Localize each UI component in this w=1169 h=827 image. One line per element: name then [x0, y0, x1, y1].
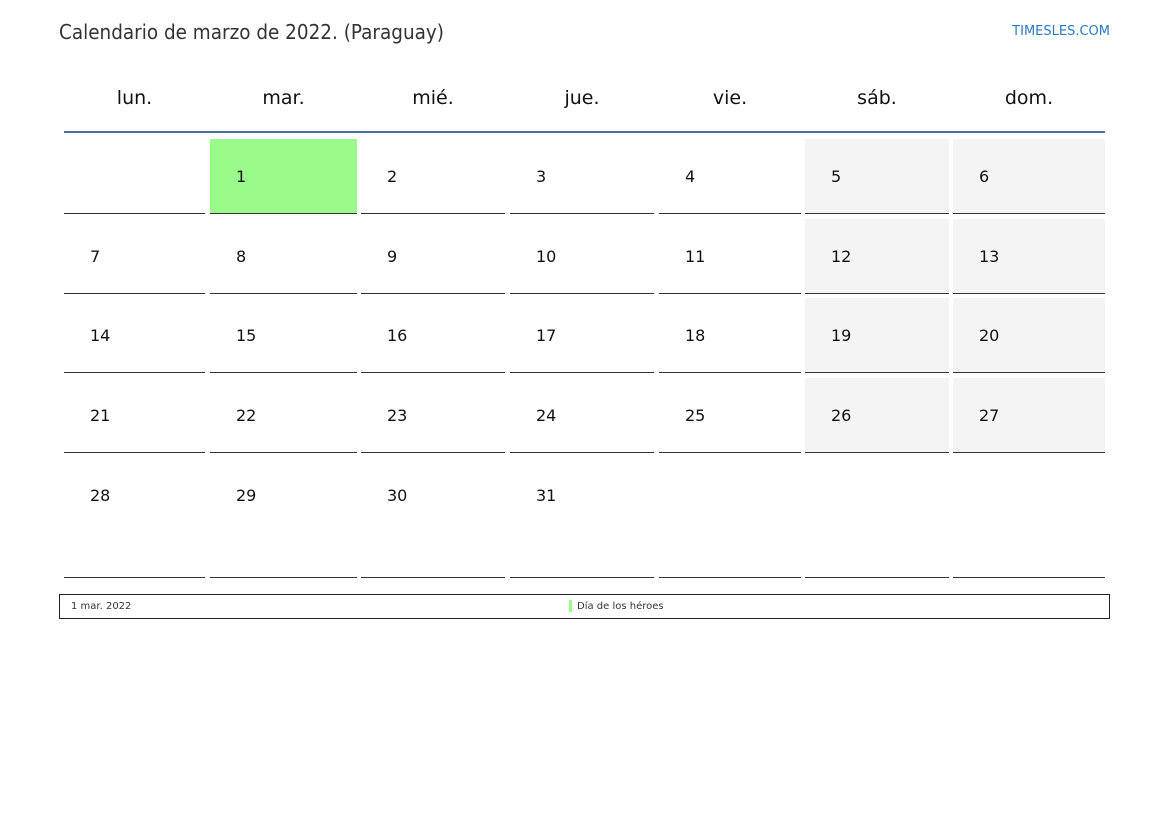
- day-cell: 18: [659, 298, 801, 373]
- day-number: 18: [685, 326, 706, 345]
- day-number: 7: [90, 247, 101, 266]
- day-number: 21: [90, 406, 111, 425]
- day-number: 13: [979, 247, 1000, 266]
- day-number: 6: [979, 167, 990, 186]
- weekday-header: vie.: [712, 87, 748, 109]
- day-cell: 16: [361, 298, 505, 373]
- day-number: 3: [536, 167, 547, 186]
- day-cell: 8: [210, 219, 357, 294]
- day-number: 20: [979, 326, 1000, 345]
- day-cell: [805, 458, 949, 578]
- day-number: 25: [685, 406, 706, 425]
- holiday-date: 1 mar. 2022: [71, 601, 132, 612]
- day-cell: 21: [64, 378, 205, 453]
- day-number: 2: [387, 167, 398, 186]
- day-cell-holiday: 1: [210, 139, 357, 214]
- day-number: 10: [536, 247, 557, 266]
- day-cell: 3: [510, 139, 654, 214]
- holiday-legend: 1 mar. 2022 Día de los héroes: [59, 594, 1110, 619]
- page-title: Calendario de marzo de 2022. (Paraguay): [59, 20, 444, 44]
- day-number: 12: [831, 247, 852, 266]
- day-cell: 13: [953, 219, 1105, 294]
- day-number: 17: [536, 326, 557, 345]
- day-number: 19: [831, 326, 852, 345]
- day-number: 29: [236, 486, 257, 505]
- day-number: 24: [536, 406, 557, 425]
- day-cell: 4: [659, 139, 801, 214]
- brand-link[interactable]: TIMESLES.COM: [1012, 24, 1110, 39]
- day-cell: 22: [210, 378, 357, 453]
- day-cell: 26: [805, 378, 949, 453]
- weekday-header: lun.: [116, 87, 153, 109]
- day-cell: [659, 458, 801, 578]
- day-number: 15: [236, 326, 257, 345]
- day-number: 16: [387, 326, 408, 345]
- day-number: 14: [90, 326, 111, 345]
- day-number: 23: [387, 406, 408, 425]
- day-cell: 12: [805, 219, 949, 294]
- day-cell: 17: [510, 298, 654, 373]
- day-cell: 25: [659, 378, 801, 453]
- day-cell: [953, 458, 1105, 578]
- day-number: 9: [387, 247, 398, 266]
- holiday-name: Día de los héroes: [577, 601, 664, 612]
- weekday-header: sáb.: [857, 87, 897, 109]
- day-number: 1: [236, 167, 247, 186]
- day-number: 26: [831, 406, 852, 425]
- day-cell: 14: [64, 298, 205, 373]
- day-number: 30: [387, 486, 408, 505]
- weekday-header: mar.: [262, 87, 305, 109]
- day-number: 8: [236, 247, 247, 266]
- day-cell: [64, 139, 205, 214]
- day-cell: 19: [805, 298, 949, 373]
- day-cell: 2: [361, 139, 505, 214]
- day-number: 27: [979, 406, 1000, 425]
- day-cell: 11: [659, 219, 801, 294]
- day-cell: 10: [510, 219, 654, 294]
- day-number: 4: [685, 167, 696, 186]
- day-cell: 30: [361, 458, 505, 578]
- day-cell: 7: [64, 219, 205, 294]
- day-number: 5: [831, 167, 842, 186]
- day-cell: 31: [510, 458, 654, 578]
- day-cell: 5: [805, 139, 949, 214]
- day-number: 28: [90, 486, 111, 505]
- weekday-header: jue.: [564, 87, 600, 109]
- holiday-color-marker: [569, 600, 572, 612]
- day-cell: 20: [953, 298, 1105, 373]
- weekday-header: mié.: [412, 87, 454, 109]
- day-number: 11: [685, 247, 706, 266]
- header-divider: [64, 131, 1105, 133]
- day-cell: 28: [64, 458, 205, 578]
- day-cell: 29: [210, 458, 357, 578]
- day-number: 22: [236, 406, 257, 425]
- day-cell: 23: [361, 378, 505, 453]
- weekday-header: dom.: [1004, 87, 1054, 109]
- day-cell: 15: [210, 298, 357, 373]
- day-cell: 24: [510, 378, 654, 453]
- day-cell: 6: [953, 139, 1105, 214]
- day-cell: 27: [953, 378, 1105, 453]
- day-number: 31: [536, 486, 557, 505]
- day-cell: 9: [361, 219, 505, 294]
